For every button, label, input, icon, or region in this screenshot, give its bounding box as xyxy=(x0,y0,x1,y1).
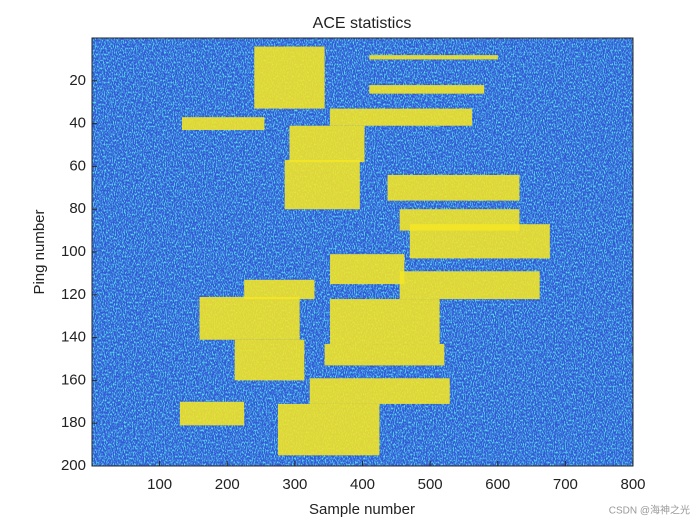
y-tick-label: 160 xyxy=(61,371,86,388)
y-tick-label: 40 xyxy=(69,115,86,132)
chart-title: ACE statistics xyxy=(313,15,412,32)
x-tick-label: 100 xyxy=(147,476,172,493)
high-response-region xyxy=(369,85,485,94)
x-tick-label: 800 xyxy=(620,476,645,493)
high-response-region xyxy=(277,403,380,456)
y-axis-label: Ping number xyxy=(31,209,48,294)
y-tick-label: 200 xyxy=(61,457,86,474)
y-tick-label: 120 xyxy=(61,286,86,303)
y-tick-label: 60 xyxy=(69,157,86,174)
y-tick-label: 140 xyxy=(61,329,86,346)
x-tick-label: 200 xyxy=(215,476,240,493)
x-tick-label: 500 xyxy=(418,476,443,493)
high-response-region xyxy=(330,254,405,285)
x-tick-label: 300 xyxy=(282,476,307,493)
high-response-region xyxy=(399,271,540,300)
x-axis-label: Sample number xyxy=(309,501,415,518)
y-tick-label: 80 xyxy=(69,200,86,217)
high-response-region xyxy=(324,344,445,366)
high-response-region xyxy=(309,378,450,404)
high-response-region xyxy=(330,299,440,345)
y-tick-label: 20 xyxy=(69,72,86,89)
high-response-region xyxy=(289,125,365,163)
x-tick-label: 600 xyxy=(485,476,510,493)
high-response-region xyxy=(254,46,325,109)
high-response-region xyxy=(199,296,300,340)
y-tick-label: 180 xyxy=(61,414,86,431)
high-response-region xyxy=(409,224,550,259)
high-response-region xyxy=(181,117,265,131)
high-response-region xyxy=(179,401,245,426)
high-response-region xyxy=(244,279,315,300)
high-response-region xyxy=(369,55,498,60)
y-tick-label: 100 xyxy=(61,243,86,260)
x-tick-label: 400 xyxy=(350,476,375,493)
high-response-region xyxy=(330,108,473,126)
x-tick-label: 700 xyxy=(553,476,578,493)
high-response-region xyxy=(387,174,520,201)
high-response-region xyxy=(234,339,305,381)
high-response-region xyxy=(284,159,360,210)
watermark: CSDN @海神之光 xyxy=(609,504,690,517)
